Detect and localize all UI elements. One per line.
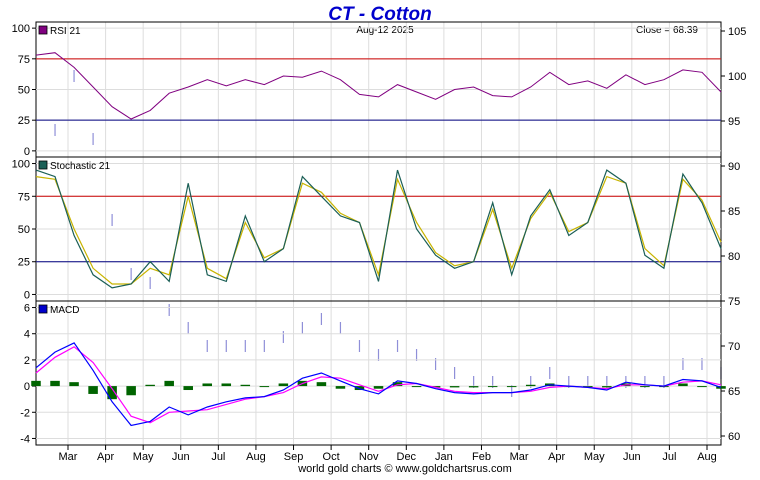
legend-swatch xyxy=(38,160,48,170)
close-label: Close = 68.39 xyxy=(636,25,698,36)
x-tick-label: Apr xyxy=(97,451,114,463)
macd-histogram-bar xyxy=(468,386,479,388)
price-tick-label: 100 xyxy=(728,71,746,83)
price-tick-label: 80 xyxy=(728,251,740,263)
macd-histogram-bar xyxy=(278,383,289,387)
x-tick-label: Sep xyxy=(284,451,304,463)
x-tick-label: Mar xyxy=(510,451,529,463)
macd-line xyxy=(35,342,722,427)
stoch-d-line xyxy=(35,175,722,285)
macd-histogram-bar xyxy=(716,386,726,389)
legend-label: RSI 21 xyxy=(50,26,81,37)
macd-histogram-bar xyxy=(583,386,593,388)
x-tick-label: Jun xyxy=(172,451,190,463)
price-tick-label: 90 xyxy=(728,161,740,173)
macd-histogram-bar xyxy=(449,386,460,388)
x-tick-label: Mar xyxy=(59,451,78,463)
price-tick-label: 70 xyxy=(728,341,740,353)
legend-label: MACD xyxy=(50,305,79,316)
macd-histogram-bar xyxy=(411,386,422,388)
macd-histogram-bar xyxy=(202,383,213,387)
macd-histogram-bar xyxy=(259,386,270,388)
macd-histogram-bar xyxy=(145,384,155,387)
y-tick-label: -4 xyxy=(20,433,30,445)
price-tick-label: 105 xyxy=(728,26,746,38)
macd-histogram-bar xyxy=(487,386,498,388)
x-tick-label: Aug xyxy=(246,451,266,463)
y-tick-label: 75 xyxy=(18,54,30,66)
macd-histogram-bar xyxy=(373,386,384,389)
price-tick-label: 75 xyxy=(728,296,740,308)
y-tick-label: 0 xyxy=(24,146,30,158)
macd-histogram-bar xyxy=(316,382,327,387)
macd-histogram-bar xyxy=(31,380,41,387)
y-tick-label: 50 xyxy=(18,85,30,97)
price-tick-label: 95 xyxy=(728,116,740,128)
legend-swatch xyxy=(38,304,48,314)
legend-swatch xyxy=(38,25,48,35)
x-tick-label: Jul xyxy=(211,451,225,463)
price-tick-label: 85 xyxy=(728,206,740,218)
macd-histogram-bar xyxy=(640,386,650,388)
chart-date: Aug-12 2025 xyxy=(356,25,414,36)
y-tick-label: 25 xyxy=(18,115,30,127)
macd-histogram-bar xyxy=(69,382,79,387)
y-tick-label: 100 xyxy=(12,159,30,171)
rsi-line xyxy=(35,52,722,120)
macd-histogram-bar xyxy=(183,386,193,391)
macd-histogram-bar xyxy=(392,382,403,387)
x-tick-label: Dec xyxy=(397,451,417,463)
plot-layer: Mar Apr May Jun Jul Aug Sep Oct Nov Dec Jan Feb Mar A… xyxy=(12,21,746,463)
x-tick-label: Oct xyxy=(323,451,340,463)
chart-footer: world gold charts © www.goldchartsrus.co… xyxy=(297,463,512,475)
macd-signal-line xyxy=(35,346,722,424)
stoch-k-line xyxy=(35,169,722,289)
macd-histogram-bar xyxy=(506,386,517,388)
y-tick-label: 50 xyxy=(18,224,30,236)
x-tick-label: Feb xyxy=(472,451,491,463)
y-tick-label: 4 xyxy=(24,329,30,341)
y-tick-label: 6 xyxy=(24,303,30,315)
macd-histogram-bar xyxy=(126,386,136,396)
x-tick-label: May xyxy=(584,451,605,463)
macd-histogram-bar xyxy=(107,386,117,400)
macd-histogram-bar xyxy=(240,384,251,387)
macd-histogram-bar xyxy=(88,386,98,394)
macd-histogram-bar xyxy=(335,386,346,389)
x-tick-label: Jun xyxy=(623,451,641,463)
macd-histogram-bar xyxy=(697,386,707,388)
macd-histogram-bar xyxy=(525,384,536,387)
x-tick-label: Jul xyxy=(662,451,676,463)
y-tick-label: 25 xyxy=(18,257,30,269)
x-tick-label: Nov xyxy=(359,451,379,463)
macd-histogram-bar xyxy=(50,380,60,387)
y-tick-label: -2 xyxy=(20,407,30,419)
macd-histogram-bar xyxy=(164,380,174,387)
macd-histogram-bar xyxy=(221,383,232,387)
macd-histogram-bar xyxy=(430,386,441,388)
x-tick-label: Jan xyxy=(435,451,453,463)
y-tick-label: 75 xyxy=(18,191,30,203)
y-tick-label: 100 xyxy=(12,23,30,35)
y-tick-label: 0 xyxy=(24,381,30,393)
x-tick-label: May xyxy=(133,451,154,463)
y-tick-label: 0 xyxy=(24,289,30,301)
x-tick-label: Apr xyxy=(548,451,565,463)
macd-histogram-bar xyxy=(678,383,688,387)
price-tick-label: 65 xyxy=(728,386,740,398)
price-tick-label: 60 xyxy=(728,431,740,443)
chart-title: CT - Cotton xyxy=(328,4,431,25)
macd-histogram-bar xyxy=(602,386,612,388)
y-tick-label: 2 xyxy=(24,355,30,367)
x-tick-label: Aug xyxy=(697,451,717,463)
legend-label: Stochastic 21 xyxy=(50,161,110,172)
